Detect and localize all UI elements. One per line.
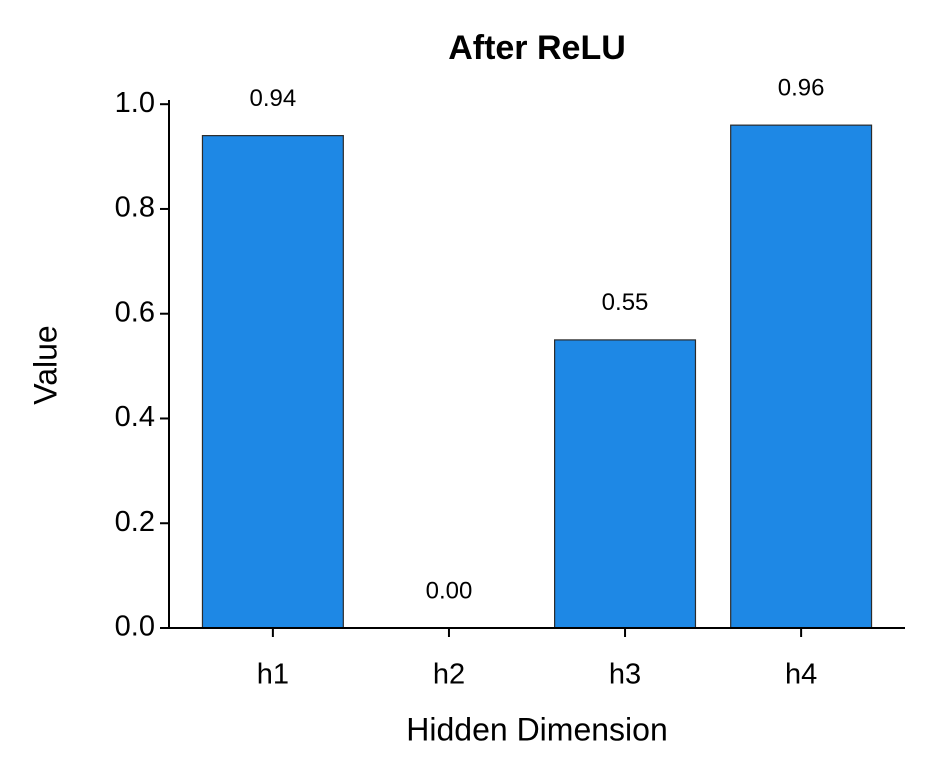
y-tick-label: 0.4 bbox=[115, 401, 155, 433]
y-tick-label: 0.8 bbox=[115, 192, 155, 224]
x-axis-label: Hidden Dimension bbox=[406, 711, 667, 747]
y-tick-label: 0.0 bbox=[115, 611, 155, 643]
y-tick-label: 0.6 bbox=[115, 296, 155, 328]
chart-title: After ReLU bbox=[448, 29, 626, 67]
y-tick-label: 0.2 bbox=[115, 506, 155, 538]
y-tick-label: 1.0 bbox=[115, 87, 155, 119]
value-label: 0.96 bbox=[778, 74, 825, 101]
x-tick-label: h3 bbox=[609, 659, 641, 691]
value-label: 0.00 bbox=[426, 577, 473, 604]
value-label: 0.55 bbox=[602, 289, 649, 316]
x-tick-label: h2 bbox=[433, 659, 465, 691]
y-axis-label: Value bbox=[27, 325, 63, 404]
x-tick-label: h1 bbox=[257, 659, 289, 691]
bar bbox=[201, 135, 344, 629]
bar bbox=[730, 124, 873, 629]
value-label: 0.94 bbox=[250, 85, 297, 112]
bar bbox=[554, 339, 697, 629]
x-tick-label: h4 bbox=[785, 659, 817, 691]
